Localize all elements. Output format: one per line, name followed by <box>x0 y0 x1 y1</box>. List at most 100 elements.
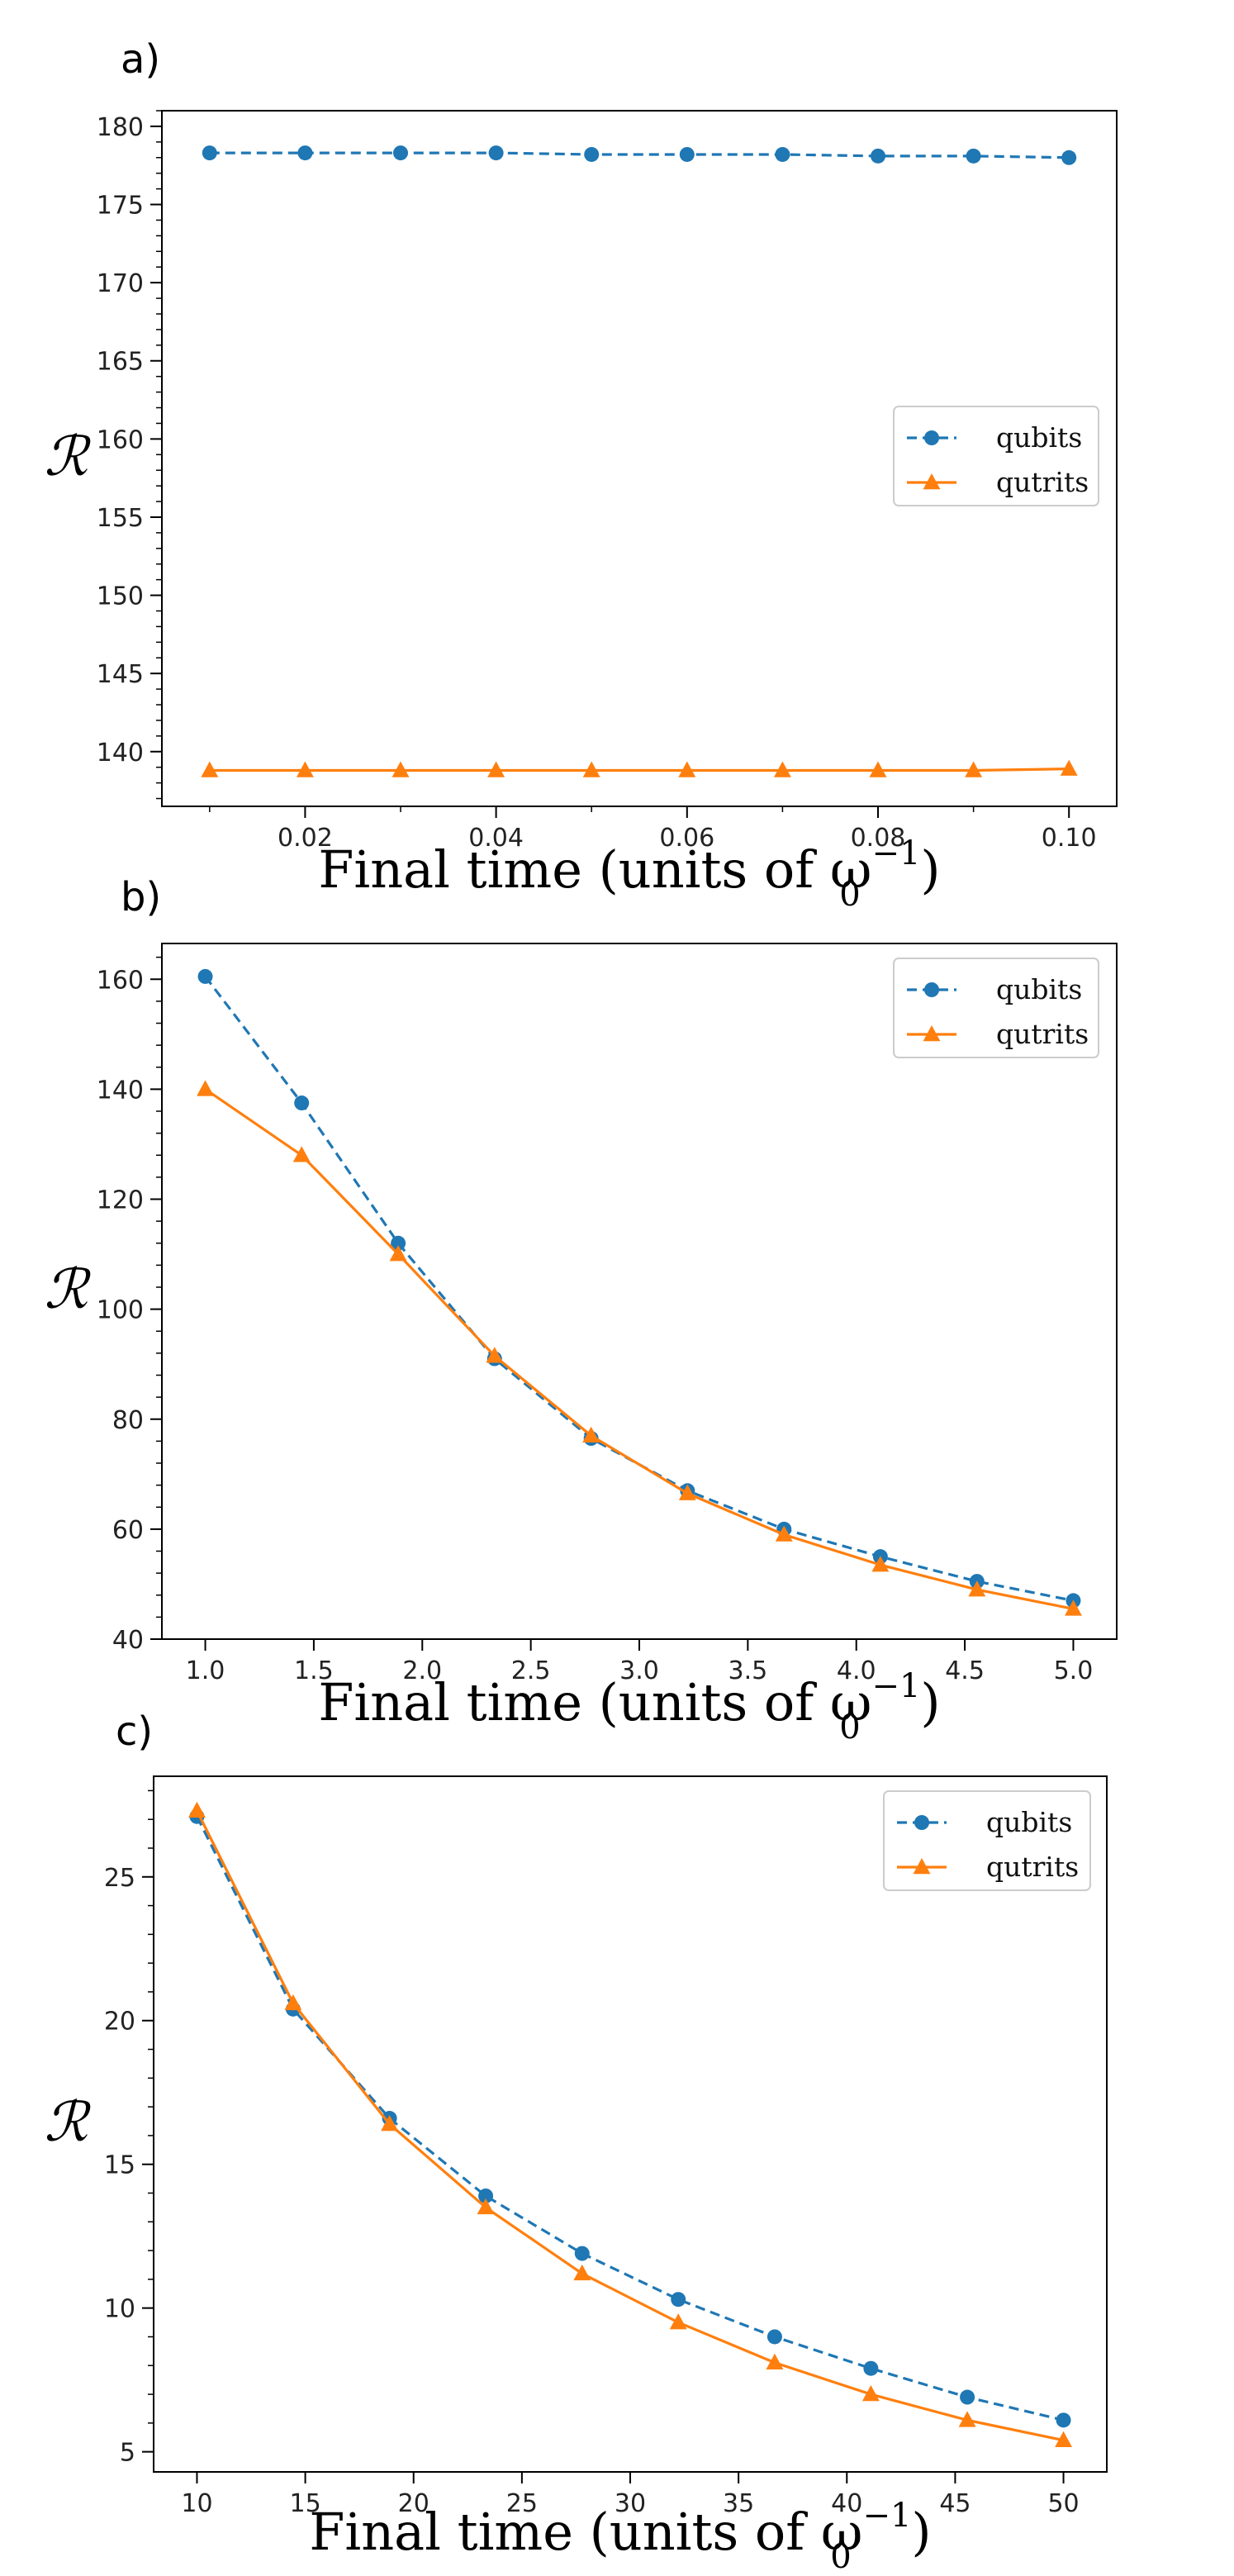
data-point-qutrits <box>292 1146 311 1162</box>
data-point-qubits <box>393 145 408 161</box>
legend: qubits qutrits <box>893 958 1099 1058</box>
data-point-qutrits <box>861 2385 880 2402</box>
legend-marker-qutrits <box>923 1025 941 1042</box>
data-point-qubits <box>1061 150 1077 165</box>
series-line-qubits <box>209 151 1070 159</box>
x-axis-label-subscript: 0 <box>839 876 860 914</box>
data-point-qutrits <box>392 761 410 777</box>
data-point-qubits <box>202 145 217 161</box>
y-tick-label: 140 <box>97 739 144 768</box>
data-point-qubits <box>679 146 695 162</box>
series-line-qutrits <box>196 1810 1064 2442</box>
legend-marker-qubits <box>914 1815 929 1830</box>
legend-marker-qutrits <box>913 1858 931 1875</box>
legend-box <box>893 406 1099 506</box>
x-tick-label: 3.5 <box>729 1656 768 1685</box>
legend-marker-qutrits <box>923 473 941 490</box>
y-tick-label: 160 <box>97 425 144 454</box>
series-line-qubits <box>196 1815 1064 2422</box>
data-point-qubits <box>574 2246 590 2261</box>
y-axis-label: ℛ <box>45 425 92 488</box>
series-line-qutrits <box>204 1088 1074 1610</box>
data-point-qutrits <box>968 1580 986 1597</box>
x-axis-label: Final time (units of ω−1) <box>318 1667 940 1732</box>
data-point-qutrits <box>869 761 887 777</box>
y-tick-label: 5 <box>120 2439 135 2468</box>
y-tick-label: 160 <box>97 966 144 995</box>
data-point-qubits <box>584 146 600 162</box>
data-point-qubits <box>1056 2412 1071 2428</box>
data-point-qutrits <box>766 2353 784 2370</box>
legend: qubits qutrits <box>893 406 1099 506</box>
panel-label: c) <box>116 1709 153 1755</box>
data-point-qutrits <box>1060 759 1078 776</box>
x-axis-label-subscript: 0 <box>830 2538 851 2576</box>
panel-label: b) <box>121 874 161 920</box>
x-tick-label: 10 <box>181 2489 212 2518</box>
x-tick-label: 1.0 <box>186 1656 225 1685</box>
x-tick-label: 35 <box>723 2489 754 2518</box>
data-point-qutrits <box>1065 1599 1082 1616</box>
data-point-qubits <box>197 968 213 984</box>
y-tick-label: 25 <box>104 1864 135 1893</box>
y-tick-label: 20 <box>104 2008 135 2037</box>
y-tick-label: 120 <box>97 1186 144 1215</box>
x-tick-label: 0.04 <box>468 824 524 853</box>
y-tick-label: 140 <box>97 1076 144 1105</box>
y-tick-label: 40 <box>112 1626 144 1655</box>
x-axis-label: Final time (units of ω−1) <box>318 834 940 900</box>
x-tick-label: 45 <box>939 2489 971 2518</box>
data-point-qubits <box>863 2360 879 2376</box>
y-tick-label: 100 <box>97 1296 144 1325</box>
legend-label-qutrits: qutrits <box>986 1851 1079 1883</box>
legend-label-qutrits: qutrits <box>996 1018 1089 1050</box>
data-point-qubits <box>297 145 313 161</box>
legend-box <box>893 958 1099 1058</box>
y-tick-label: 175 <box>97 192 144 221</box>
data-point-qubits <box>478 2188 494 2203</box>
y-tick-label: 150 <box>97 582 144 611</box>
y-tick-label: 170 <box>97 269 144 298</box>
y-tick-label: 180 <box>97 113 144 142</box>
data-point-qutrits <box>678 1484 696 1500</box>
data-point-qutrits <box>381 2115 399 2132</box>
data-point-qutrits <box>871 1556 890 1572</box>
x-tick-label: 2.5 <box>511 1656 551 1685</box>
legend-box <box>883 1790 1091 1891</box>
data-point-qubits <box>767 2329 782 2345</box>
x-tick-label: 2.0 <box>402 1656 442 1685</box>
x-tick-label: 15 <box>289 2489 320 2518</box>
data-point-qubits <box>294 1096 310 1111</box>
legend: qubits qutrits <box>883 1790 1091 1891</box>
data-point-qutrits <box>678 761 696 777</box>
data-point-qutrits <box>188 1801 206 1818</box>
panel-label: a) <box>121 36 160 83</box>
chart-panel-c: c) 5 10 15 20 25 10 15 20 25 30 35 40 45 50 Final time … <box>45 1709 1108 2576</box>
x-tick-label: 5.0 <box>1054 1656 1094 1685</box>
data-point-qutrits <box>958 2411 976 2427</box>
data-point-qutrits <box>1055 2431 1072 2447</box>
data-point-qutrits <box>775 1525 793 1542</box>
y-axis-label: ℛ <box>45 2090 92 2154</box>
legend-label-qutrits: qutrits <box>996 466 1089 498</box>
data-point-qutrits <box>669 2313 687 2330</box>
y-tick-label: 60 <box>112 1516 144 1545</box>
x-tick-label: 30 <box>615 2489 646 2518</box>
legend-marker-qubits <box>924 430 939 445</box>
x-tick-label: 50 <box>1047 2489 1079 2518</box>
data-point-qutrits <box>389 1245 407 1262</box>
x-tick-label: 1.5 <box>294 1656 334 1685</box>
data-point-qutrits <box>284 1994 302 2011</box>
x-tick-label: 3.0 <box>619 1656 659 1685</box>
data-point-qubits <box>488 145 504 161</box>
plot-frame <box>161 110 1118 807</box>
series-line-qubits <box>204 975 1074 1602</box>
y-tick-label: 165 <box>97 348 144 377</box>
data-point-qutrits <box>201 761 219 777</box>
x-tick-label: 40 <box>831 2489 862 2518</box>
data-point-qutrits <box>582 761 600 777</box>
data-point-qubits <box>671 2292 686 2307</box>
data-point-qutrits <box>582 1426 600 1442</box>
chart-panel-b: b) 40 60 80 100 120 140 160 1.0 1.5 2.0 2.5 3.0 3.5 4.… <box>45 874 1118 1747</box>
